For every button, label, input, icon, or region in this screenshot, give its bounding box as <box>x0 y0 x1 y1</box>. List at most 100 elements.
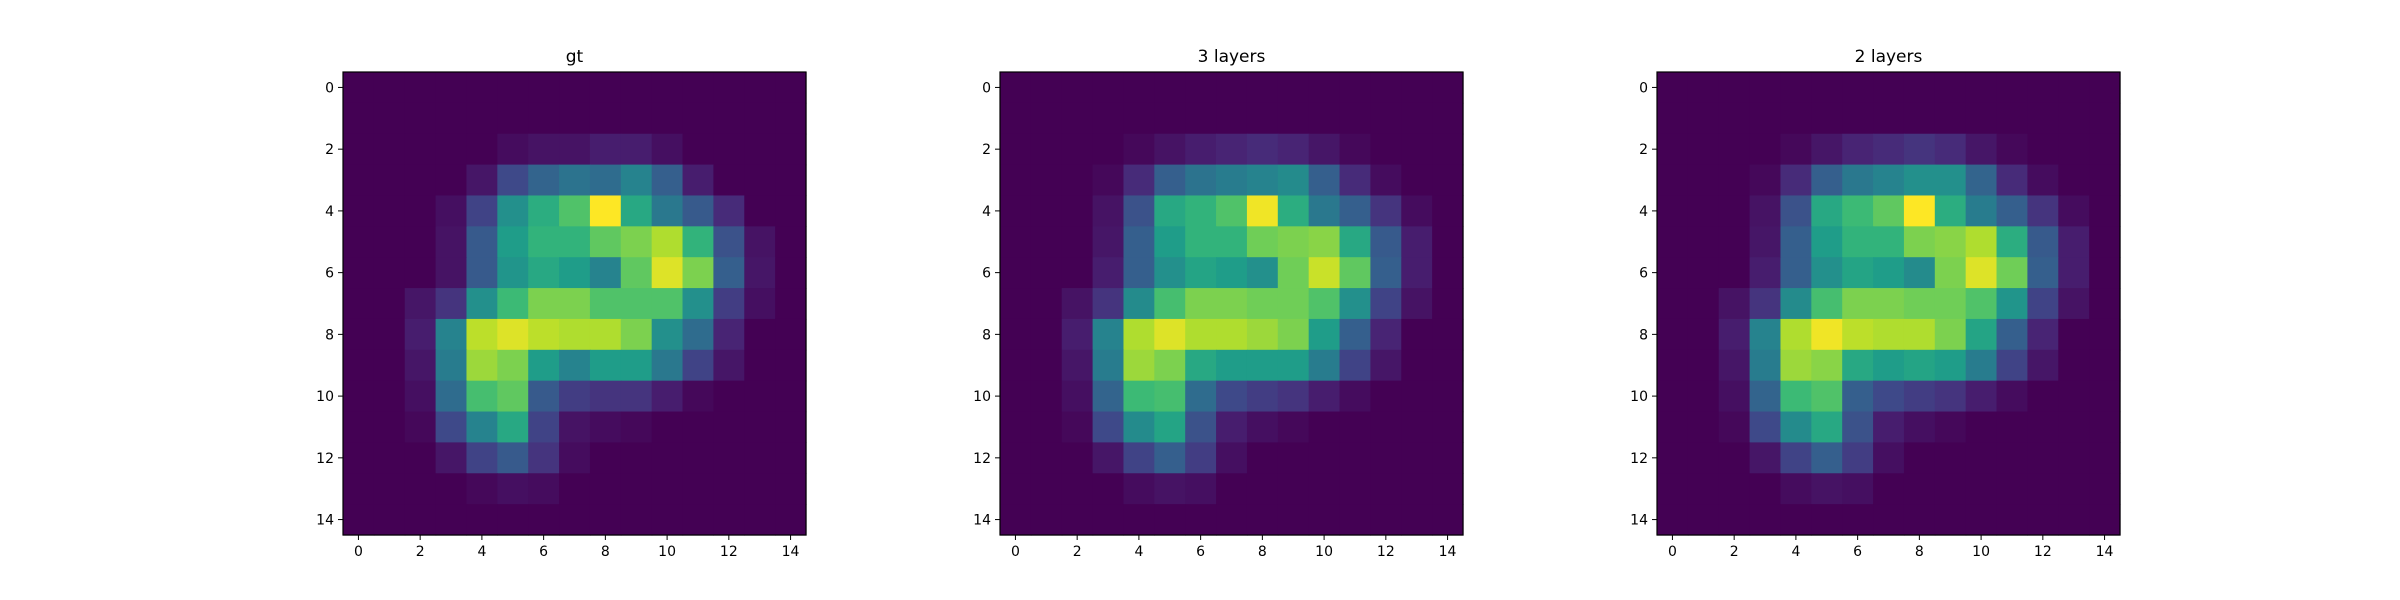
x-tick-label: 8 <box>1915 544 1924 560</box>
y-tick-label: 8 <box>325 327 334 343</box>
heatmap-cell <box>1030 380 1063 413</box>
heatmap-cell <box>682 318 714 351</box>
y-tick-label: 10 <box>1630 389 1648 405</box>
heatmap-cell <box>1934 102 1967 135</box>
heatmap-cell <box>589 288 622 320</box>
heatmap-cell <box>1811 411 1843 443</box>
heatmap-cell <box>1780 102 1812 135</box>
heatmap-cell <box>682 164 714 197</box>
heatmap-cell <box>1749 226 1782 258</box>
heatmap-cell <box>1154 164 1186 197</box>
heatmap-cell <box>1185 133 1217 166</box>
heatmap-cell <box>1277 318 1310 351</box>
heatmap-cell <box>1401 257 1433 289</box>
heatmap-cell <box>1030 257 1063 289</box>
heatmap-cell <box>620 473 653 505</box>
heatmap-cell <box>2027 288 2059 320</box>
heatmap-cell <box>1154 226 1186 258</box>
heatmap-cell <box>1687 102 1720 135</box>
heatmap-cell <box>1687 257 1720 289</box>
heatmap-cell <box>1061 380 1094 413</box>
heatmap-cell <box>1842 504 1874 536</box>
x-tick-label: 10 <box>658 544 676 560</box>
heatmap-cell <box>1780 473 1812 505</box>
heatmap-cell <box>1123 349 1155 382</box>
x-tick-label: 4 <box>1134 544 1143 560</box>
heatmap-cell <box>559 288 591 320</box>
heatmap-cell <box>713 504 745 536</box>
heatmap-cell <box>1308 473 1341 505</box>
heatmap-cells <box>343 72 807 536</box>
heatmap-cell <box>497 288 529 320</box>
heatmap-cell <box>1432 411 1464 443</box>
heatmap-cell <box>775 72 807 104</box>
heatmap-cell <box>1000 473 1032 505</box>
heatmap-cell <box>589 504 622 536</box>
heatmap-cell <box>1749 318 1782 351</box>
heatmap-cell <box>1216 318 1248 351</box>
heatmap-cell <box>1780 380 1812 413</box>
heatmap-cell <box>1780 164 1812 197</box>
heatmap-cell <box>435 349 468 382</box>
heatmap-cell <box>1934 380 1967 413</box>
heatmap-cell <box>1903 226 1936 258</box>
heatmap-cell <box>1749 473 1782 505</box>
heatmap-cell <box>466 226 498 258</box>
heatmap-cell <box>1965 133 1998 166</box>
heatmap-cell <box>775 473 807 505</box>
heatmap-cell <box>1030 195 1063 227</box>
heatmap-cell <box>1092 411 1125 443</box>
heatmap-cell <box>1749 411 1782 443</box>
heatmap-cell <box>1718 473 1751 505</box>
heatmap-cell <box>589 195 622 227</box>
heatmap-cell <box>744 318 776 351</box>
heatmap-cell <box>528 133 560 166</box>
heatmap-cell <box>1030 442 1063 474</box>
heatmap-cell <box>2058 102 2090 135</box>
heatmap-cell <box>466 380 498 413</box>
heatmap-cell <box>1246 473 1279 505</box>
heatmap-cell <box>1873 380 1905 413</box>
heatmap-cell <box>1965 442 1998 474</box>
heatmap-cell <box>559 133 591 166</box>
heatmap-cell <box>1657 72 1689 104</box>
heatmap-cell <box>620 442 653 474</box>
heatmap-cell <box>1123 164 1155 197</box>
y-tick-label: 0 <box>1639 80 1648 96</box>
heatmap-cell <box>1370 195 1402 227</box>
heatmap-cell <box>1780 349 1812 382</box>
heatmap-cell <box>1154 380 1186 413</box>
x-tick-label: 14 <box>782 544 800 560</box>
heatmap-cell <box>1154 102 1186 135</box>
heatmap-cell <box>1216 102 1248 135</box>
heatmap-cell <box>2058 349 2090 382</box>
heatmap-cell <box>497 72 529 104</box>
heatmap-cell <box>2089 504 2121 536</box>
heatmap-cell <box>1401 226 1433 258</box>
heatmap-cell <box>1370 102 1402 135</box>
heatmap-cell <box>2058 411 2090 443</box>
heatmap-cell <box>528 442 560 474</box>
panel-title: 2 layers <box>1855 47 1923 67</box>
heatmap-cell <box>1718 349 1751 382</box>
heatmap-cell <box>373 164 406 197</box>
heatmap-cell <box>2089 318 2121 351</box>
heatmap-cell <box>1092 349 1125 382</box>
heatmap-cell <box>1000 442 1032 474</box>
heatmap-cell <box>1749 195 1782 227</box>
heatmap-cell <box>1246 257 1279 289</box>
heatmap-cell <box>1000 133 1032 166</box>
heatmap-cell <box>528 473 560 505</box>
heatmap-cell <box>1842 195 1874 227</box>
heatmap-cell <box>1718 504 1751 536</box>
heatmap-cell <box>713 102 745 135</box>
heatmap-cell <box>651 164 684 197</box>
heatmap-cell <box>1780 133 1812 166</box>
heatmap-cell <box>1216 164 1248 197</box>
heatmap-cell <box>559 257 591 289</box>
heatmap-cell <box>1401 195 1433 227</box>
heatmap-cell <box>744 195 776 227</box>
heatmap-cell <box>497 257 529 289</box>
heatmap-cell <box>1339 411 1371 443</box>
heatmap-cell <box>1780 411 1812 443</box>
